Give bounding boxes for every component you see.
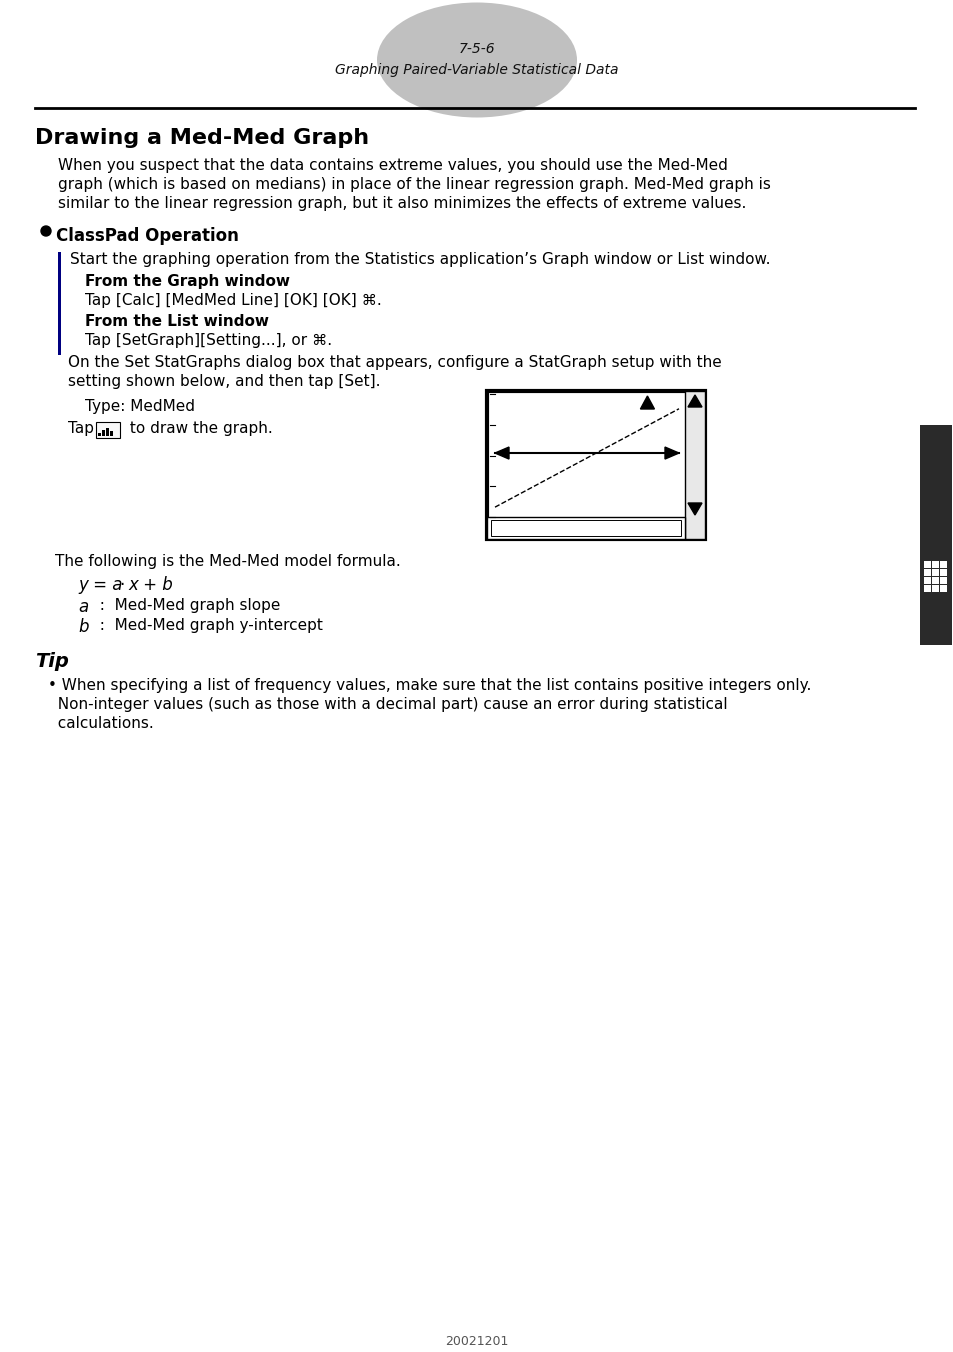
Text: y = a: y = a — [78, 576, 122, 594]
Text: 20021201: 20021201 — [445, 1334, 508, 1348]
Text: ClassPad Operation: ClassPad Operation — [56, 227, 238, 245]
Text: The following is the Med-Med model formula.: The following is the Med-Med model formu… — [55, 554, 400, 569]
Text: Tap [SetGraph][Setting...], or ⌘.: Tap [SetGraph][Setting...], or ⌘. — [85, 333, 332, 347]
Polygon shape — [639, 396, 654, 410]
Polygon shape — [495, 448, 509, 460]
Text: • When specifying a list of frequency values, make sure that the list contains p: • When specifying a list of frequency va… — [48, 677, 810, 694]
Text: When you suspect that the data contains extreme values, you should use the Med-M: When you suspect that the data contains … — [58, 158, 727, 173]
Text: to draw the graph.: to draw the graph. — [125, 420, 273, 435]
Bar — [58, 251, 61, 356]
Bar — [923, 561, 930, 568]
Bar — [939, 577, 946, 584]
Bar — [684, 391, 704, 539]
Polygon shape — [687, 503, 701, 515]
Text: Drawing a Med-Med Graph: Drawing a Med-Med Graph — [35, 128, 369, 147]
Text: b: b — [78, 618, 89, 635]
Bar — [923, 577, 930, 584]
Bar — [939, 561, 946, 568]
Bar — [931, 569, 938, 576]
Text: setting shown below, and then tap [Set].: setting shown below, and then tap [Set]. — [68, 375, 380, 389]
Text: x + b: x + b — [128, 576, 172, 594]
Circle shape — [41, 226, 51, 237]
Bar — [491, 521, 680, 535]
Text: ·: · — [119, 576, 124, 594]
Bar — [486, 391, 704, 539]
Polygon shape — [664, 448, 679, 460]
Text: :  Med-Med graph y-intercept: : Med-Med graph y-intercept — [90, 618, 322, 633]
Bar — [939, 569, 946, 576]
Text: Start the graphing operation from the Statistics application’s Graph window or L: Start the graphing operation from the St… — [70, 251, 770, 266]
Bar — [931, 561, 938, 568]
Text: 7-5-6: 7-5-6 — [458, 42, 495, 55]
Text: Tap: Tap — [68, 420, 99, 435]
Bar — [939, 585, 946, 592]
Text: calculations.: calculations. — [48, 717, 153, 731]
Bar — [931, 577, 938, 584]
Text: graph (which is based on medians) in place of the linear regression graph. Med-M: graph (which is based on medians) in pla… — [58, 177, 770, 192]
Bar — [110, 431, 112, 435]
Text: a: a — [78, 598, 89, 617]
Bar — [106, 429, 109, 435]
Polygon shape — [687, 395, 701, 407]
Bar — [96, 422, 120, 438]
Bar — [919, 425, 951, 645]
Text: similar to the linear regression graph, but it also minimizes the effects of ext: similar to the linear regression graph, … — [58, 196, 745, 211]
Bar — [102, 430, 105, 435]
Text: Type: MedMed: Type: MedMed — [85, 399, 194, 414]
Bar — [931, 585, 938, 592]
Text: :  Med-Med graph slope: : Med-Med graph slope — [90, 598, 280, 612]
Text: On the Set StatGraphs dialog box that appears, configure a StatGraph setup with : On the Set StatGraphs dialog box that ap… — [68, 356, 721, 370]
Text: Non-integer values (such as those with a decimal part) cause an error during sta: Non-integer values (such as those with a… — [48, 698, 727, 713]
Text: Graphing Paired-Variable Statistical Data: Graphing Paired-Variable Statistical Dat… — [335, 64, 618, 77]
Bar — [923, 585, 930, 592]
Text: Tip: Tip — [35, 652, 69, 671]
Ellipse shape — [376, 3, 577, 118]
Bar — [486, 516, 684, 539]
Text: From the List window: From the List window — [85, 314, 269, 329]
Bar — [923, 569, 930, 576]
Text: From the Graph window: From the Graph window — [85, 274, 290, 289]
Text: Tap [Calc] [MedMed Line] [OK] [OK] ⌘.: Tap [Calc] [MedMed Line] [OK] [OK] ⌘. — [85, 293, 381, 308]
Bar — [98, 433, 101, 435]
